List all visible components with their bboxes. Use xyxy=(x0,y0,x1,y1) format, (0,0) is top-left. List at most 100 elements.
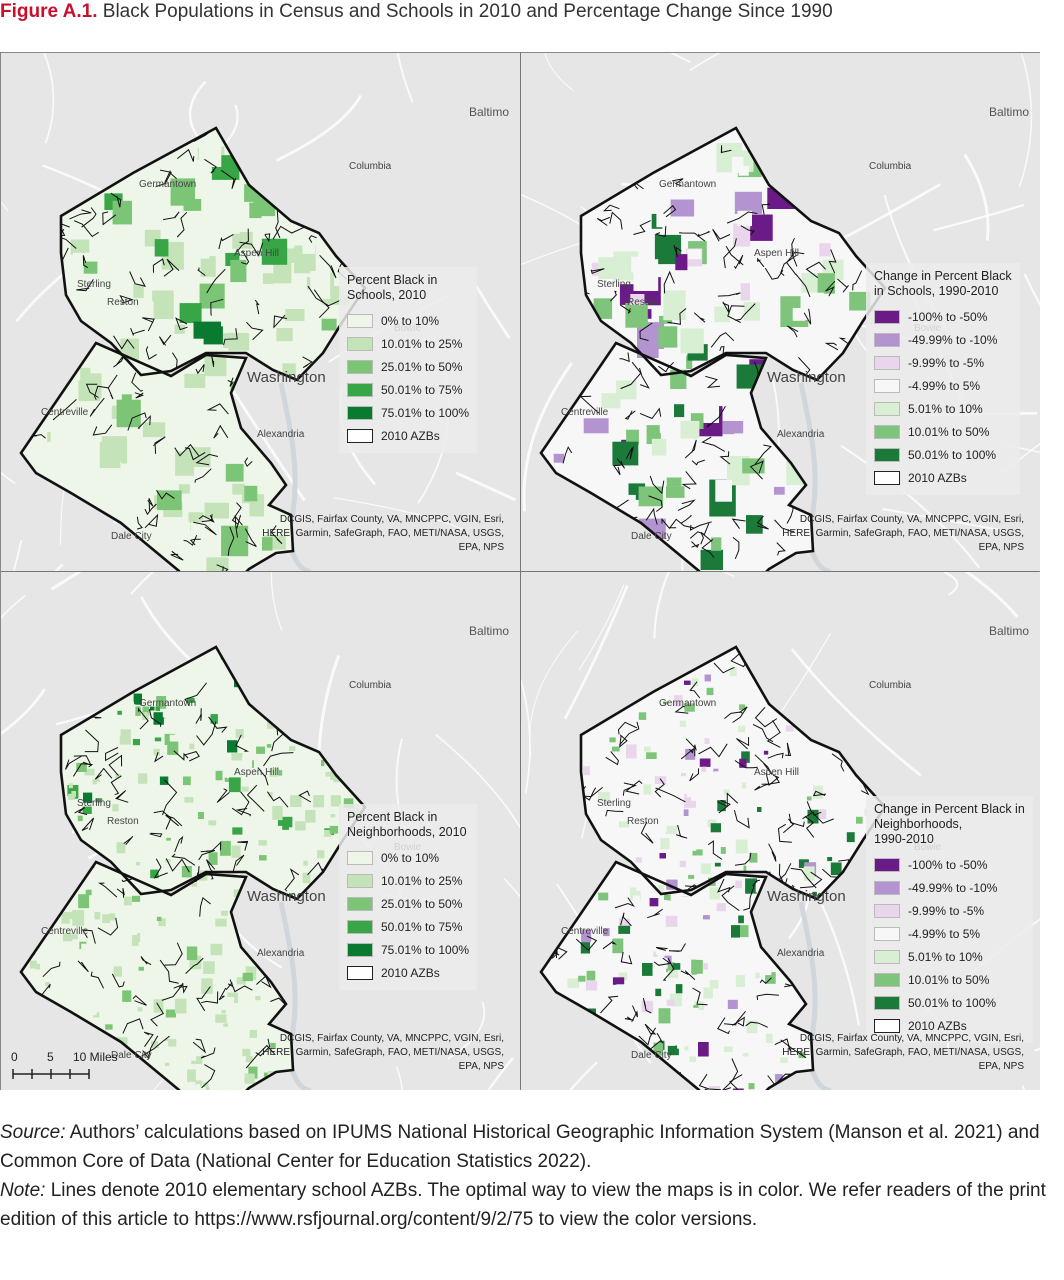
zone-patch xyxy=(236,977,246,985)
zone-boundary xyxy=(680,515,692,524)
zone-patch xyxy=(26,968,35,978)
zone-boundary xyxy=(767,752,784,759)
zone-patch xyxy=(733,1088,744,1090)
zone-patch xyxy=(714,862,721,867)
place-label-centreville: Centreville xyxy=(561,926,609,937)
zone-patch xyxy=(735,839,748,854)
zone-boundary xyxy=(729,1074,743,1090)
zone-patch xyxy=(697,912,707,921)
zone-boundary xyxy=(790,867,817,889)
zone-patch xyxy=(723,1046,733,1053)
zone-patch xyxy=(307,775,316,785)
zone-patch xyxy=(190,240,210,259)
basemap-road xyxy=(396,53,414,103)
zone-patch xyxy=(162,677,170,685)
zone-patch xyxy=(154,833,161,838)
legend-swatch xyxy=(874,355,900,370)
zone-patch xyxy=(615,954,623,964)
zone-patch xyxy=(185,970,195,980)
zone-patch xyxy=(657,958,668,969)
zone-patch xyxy=(774,486,785,495)
zone-patch xyxy=(624,711,636,722)
zone-boundary xyxy=(619,352,630,363)
zone-patch xyxy=(694,1001,705,1011)
zone-boundary xyxy=(655,787,686,803)
zone-patch xyxy=(222,997,235,1005)
zone-patch xyxy=(162,711,168,718)
zone-patch xyxy=(625,303,648,328)
zone-patch xyxy=(699,758,711,767)
zone-boundary xyxy=(245,1044,275,1069)
zone-patch xyxy=(696,951,708,960)
zone-boundary xyxy=(198,515,214,523)
zone-boundary xyxy=(610,290,617,302)
zone-boundary xyxy=(152,258,165,273)
zone-boundary xyxy=(176,211,188,238)
zone-patch xyxy=(249,774,255,781)
zone-boundary xyxy=(639,407,662,420)
zone-patch xyxy=(84,1002,97,1016)
zone-patch xyxy=(196,1030,207,1040)
zone-boundary xyxy=(639,322,653,341)
zone-boundary xyxy=(171,853,196,866)
zone-patch xyxy=(740,683,750,690)
zone-patch xyxy=(124,794,129,798)
zone-patch xyxy=(189,743,195,750)
basemap-road xyxy=(723,572,735,578)
zone-boundary xyxy=(743,884,755,911)
zone-patch xyxy=(616,380,637,400)
zone-patch xyxy=(738,165,749,176)
legend-swatch xyxy=(347,336,373,351)
zone-patch xyxy=(45,982,51,986)
zone-boundary xyxy=(806,801,834,824)
zone-patch xyxy=(689,842,697,851)
map-credit: DCGIS, Fairfax County, VA, MNCPPC, VGIN,… xyxy=(782,513,1024,555)
zone-patch xyxy=(612,938,624,954)
zone-patch xyxy=(702,915,710,920)
scale-tick-label: 10 Miles xyxy=(73,1050,118,1064)
zone-boundary xyxy=(32,434,46,439)
zone-patch xyxy=(259,855,267,861)
zone-boundary xyxy=(579,395,600,414)
zone-patch xyxy=(691,959,703,975)
zone-patch xyxy=(191,1054,203,1065)
zone-patch xyxy=(612,746,620,752)
legend-label: 0% to 10% xyxy=(381,850,440,865)
zone-boundary xyxy=(77,960,89,973)
zone-patch xyxy=(755,1041,765,1052)
zone-patch xyxy=(242,955,248,961)
zone-patch xyxy=(697,1019,705,1028)
basemap-road xyxy=(130,572,155,596)
zone-patch xyxy=(196,1084,201,1088)
zone-boundary xyxy=(232,854,245,872)
basemap-road xyxy=(50,572,82,591)
zone-patch xyxy=(635,735,641,739)
zone-patch xyxy=(221,990,228,1000)
zone-patch xyxy=(156,916,162,921)
legend-label: 0% to 10% xyxy=(381,313,440,328)
zone-patch xyxy=(57,963,64,971)
zone-patch xyxy=(152,290,174,319)
zone-patch xyxy=(29,960,37,969)
zone-patch xyxy=(635,857,642,863)
legend-title-line: 1990-2010 xyxy=(874,832,934,846)
zone-boundary xyxy=(241,250,250,265)
zone-boundary xyxy=(131,372,143,392)
zone-boundary xyxy=(174,443,200,457)
legend-swatch xyxy=(874,309,900,324)
zone-patch xyxy=(667,1045,679,1056)
zone-patch xyxy=(175,451,194,476)
place-label-germantown: Germantown xyxy=(659,179,717,190)
zone-patch xyxy=(825,846,832,854)
zone-patch xyxy=(598,257,624,279)
zone-patch xyxy=(78,894,90,909)
legend-title-line: Change in Percent Black in xyxy=(874,802,1025,816)
zone-patch xyxy=(300,231,313,240)
zone-patch xyxy=(660,691,670,702)
zone-boundary xyxy=(596,216,611,226)
zone-patch xyxy=(651,438,667,456)
zone-boundary xyxy=(663,205,677,218)
zone-patch xyxy=(116,842,126,854)
legend-swatch xyxy=(874,949,900,964)
zone-patch xyxy=(297,875,306,886)
